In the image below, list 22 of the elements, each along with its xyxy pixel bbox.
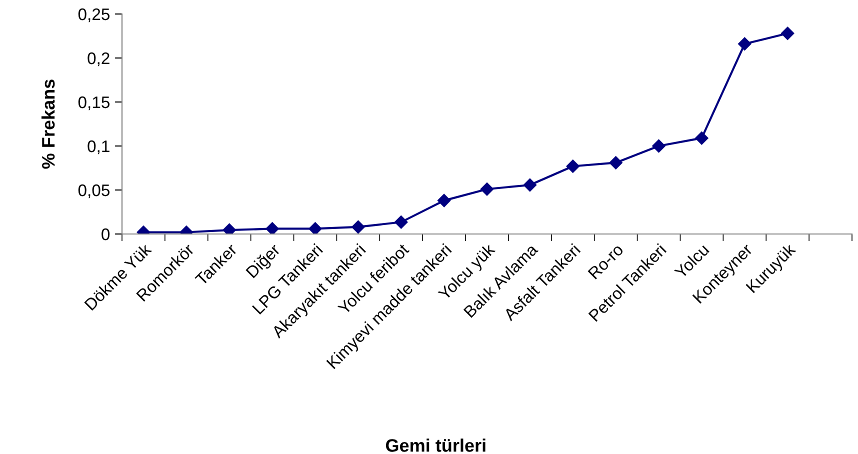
point [437,194,451,208]
point [738,37,752,51]
point [308,222,322,234]
point [652,139,666,153]
y-tick-label: 0,2 [88,52,110,66]
x-axis-title: Gemi türleri [386,438,486,452]
point [566,160,580,173]
point [480,182,494,196]
point [352,220,365,234]
y-axis-title: % Frekans [41,80,55,169]
point [781,26,794,40]
y-tick-label: 0,1 [88,140,110,154]
point [266,222,279,234]
y-tick-label: 0 [102,228,110,240]
y-tick-label: 0,25 [78,8,110,22]
point [695,131,708,145]
point [222,223,236,234]
point [523,178,537,192]
y-tick-label: 0,15 [78,96,110,110]
point [609,156,622,170]
y-tick-label: 0,05 [78,184,110,198]
point [394,216,408,229]
